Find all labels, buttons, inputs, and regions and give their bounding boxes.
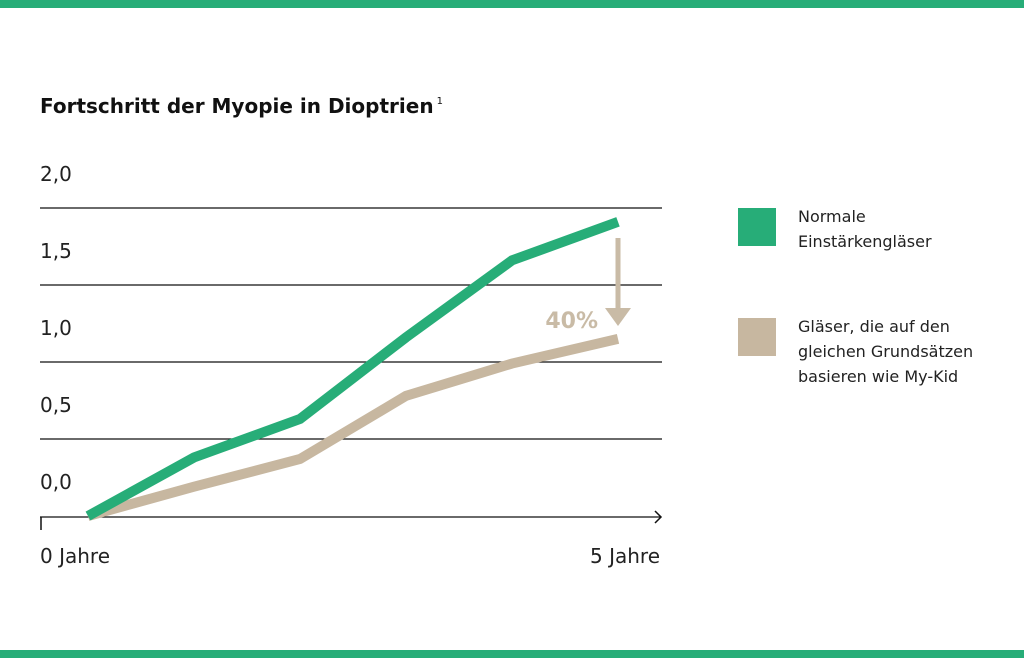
- y-tick-label: 1,0: [40, 316, 72, 340]
- x-tick-label: 5 Jahre: [590, 544, 660, 568]
- legend-label-line: Normale: [798, 207, 866, 226]
- x-axis-arrowhead: [654, 510, 663, 524]
- series-line-mykid: [86, 334, 620, 521]
- reduction-percentage-label: 40%: [545, 309, 598, 334]
- legend-label-line: Einstärkengläser: [798, 232, 932, 251]
- legend-swatch-mykid: [738, 318, 776, 356]
- chart-title: Fortschritt der Myopie in Dioptrien 1: [40, 94, 443, 118]
- legend-label-mykid: Gläser, die auf den gleichen Grundsätzen…: [798, 314, 1018, 389]
- legend-label-normal: Normale Einstärkengläser: [798, 204, 1018, 254]
- legend-label-line: Gläser, die auf den: [798, 317, 950, 336]
- x-tick-label: 0 Jahre: [40, 544, 110, 568]
- top-accent-band: [0, 0, 1024, 8]
- legend-swatch-normal: [738, 208, 776, 246]
- y-tick-label: 0,5: [40, 393, 72, 417]
- reduction-arrow-head: [605, 308, 631, 326]
- legend-label-line: basieren wie My-Kid: [798, 367, 959, 386]
- series-line-normal: [85, 217, 620, 521]
- bottom-accent-band: [0, 650, 1024, 658]
- title-footnote-marker: 1: [436, 96, 443, 107]
- y-tick-label: 2,0: [40, 162, 72, 186]
- y-tick-label: 0,0: [40, 470, 72, 494]
- legend-label-line: gleichen Grundsätzen: [798, 342, 974, 361]
- y-tick-label: 1,5: [40, 239, 72, 263]
